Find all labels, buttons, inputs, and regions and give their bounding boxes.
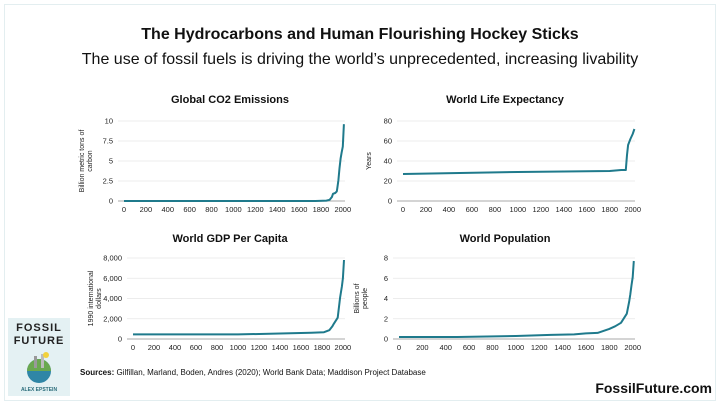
frame (4, 4, 716, 401)
y-tick-label: 6 (384, 274, 388, 283)
cover-title-2: FUTURE (13, 335, 65, 347)
globe-icon (27, 352, 51, 383)
x-tick-label: 1800 (314, 343, 331, 352)
x-tick-label: 600 (183, 205, 196, 214)
x-tick-label: 200 (148, 343, 161, 352)
y-tick-label: 60 (384, 137, 392, 146)
x-tick-label: 2000 (624, 343, 641, 352)
sources-label: Sources: (80, 368, 115, 377)
y-tick-label: 2 (384, 314, 388, 323)
y-tick-label: 6,000 (103, 274, 122, 283)
x-tick-label: 800 (205, 205, 218, 214)
y-axis-label: Billions ofpeople (354, 283, 369, 313)
book-cover: FOSSIL FUTURE ALEX EPSTEIN (8, 318, 70, 396)
x-tick-label: 1000 (225, 205, 242, 214)
y-tick-label: 7.5 (103, 137, 113, 146)
x-tick-label: 1400 (269, 205, 286, 214)
cover-title-1: FOSSIL (16, 322, 62, 334)
y-tick-label: 2.5 (103, 177, 113, 186)
x-tick-label: 1600 (578, 343, 595, 352)
x-tick-label: 400 (162, 205, 175, 214)
series-line (124, 124, 345, 202)
x-tick-label: 2000 (335, 343, 352, 352)
chart-title: World GDP Per Capita (172, 233, 288, 245)
x-tick-label: 1600 (578, 205, 595, 214)
y-tick-label: 40 (384, 157, 392, 166)
y-axis-label-line: Years (366, 152, 373, 170)
x-tick-label: 1800 (601, 205, 618, 214)
y-axis-label: 1990 internationaldollars (88, 270, 103, 326)
x-tick-label: 400 (439, 343, 452, 352)
y-tick-label: 8 (384, 254, 388, 263)
x-tick-label: 400 (443, 205, 456, 214)
y-tick-label: 0 (384, 335, 388, 344)
y-tick-label: 20 (384, 177, 392, 186)
x-tick-label: 800 (486, 343, 499, 352)
y-tick-label: 0 (388, 197, 392, 206)
x-tick-label: 400 (169, 343, 182, 352)
y-tick-label: 0 (118, 335, 122, 344)
x-tick-label: 800 (489, 205, 502, 214)
series-line (402, 128, 636, 175)
series-line (133, 259, 345, 336)
x-tick-label: 1000 (510, 205, 527, 214)
chart-title: Global CO2 Emissions (171, 94, 289, 106)
x-tick-label: 1400 (555, 205, 572, 214)
y-axis-label-line: carbon (87, 150, 94, 172)
y-tick-label: 0 (109, 197, 113, 206)
x-tick-label: 200 (420, 205, 433, 214)
y-tick-label: 5 (109, 157, 113, 166)
y-axis-label-line: Billion metric tons of (79, 130, 86, 193)
x-tick-label: 2000 (624, 205, 641, 214)
y-tick-label: 2,000 (103, 314, 122, 323)
site-link[interactable]: FossilFuture.com (595, 380, 712, 396)
x-tick-label: 1200 (251, 343, 268, 352)
y-tick-label: 10 (105, 117, 113, 126)
x-tick-label: 600 (466, 205, 479, 214)
x-tick-label: 1200 (532, 205, 549, 214)
main-title: The Hydrocarbons and Human Flourishing H… (141, 26, 579, 43)
y-axis-label-line: people (362, 288, 369, 309)
subtitle: The use of fossil fuels is driving the w… (81, 51, 639, 68)
x-tick-label: 1000 (230, 343, 247, 352)
x-tick-label: 1200 (531, 343, 548, 352)
x-tick-label: 1800 (313, 205, 330, 214)
x-tick-label: 1600 (291, 205, 308, 214)
y-axis-label-line: 1990 international (88, 270, 95, 326)
series-line (399, 260, 635, 338)
chart-title: World Life Expectancy (446, 94, 565, 106)
y-axis-label: Years (366, 152, 373, 170)
x-tick-label: 600 (190, 343, 203, 352)
x-tick-label: 200 (140, 205, 153, 214)
x-tick-label: 0 (131, 343, 135, 352)
x-tick-label: 2000 (334, 205, 351, 214)
x-tick-label: 0 (397, 343, 401, 352)
y-axis-label: Billion metric tons ofcarbon (79, 130, 94, 193)
x-tick-label: 200 (416, 343, 429, 352)
chart-title: World Population (460, 233, 551, 245)
x-tick-label: 1600 (293, 343, 310, 352)
x-tick-label: 600 (463, 343, 476, 352)
y-tick-label: 4 (384, 294, 388, 303)
x-tick-label: 1400 (554, 343, 571, 352)
x-tick-label: 1400 (272, 343, 289, 352)
cover-author: ALEX EPSTEIN (20, 387, 58, 393)
y-axis-label-line: dollars (96, 288, 103, 309)
x-tick-label: 1200 (247, 205, 264, 214)
x-tick-label: 1000 (507, 343, 524, 352)
x-tick-label: 800 (211, 343, 224, 352)
y-tick-label: 4,000 (103, 294, 122, 303)
y-tick-label: 8,000 (103, 254, 122, 263)
x-tick-label: 0 (122, 205, 126, 214)
y-axis-label-line: Billions of (354, 283, 361, 313)
sources: Sources: Gilfillan, Marland, Boden, Andr… (80, 368, 426, 377)
x-tick-label: 0 (401, 205, 405, 214)
x-tick-label: 1800 (601, 343, 618, 352)
sources-text: Gilfillan, Marland, Boden, Andres (2020)… (114, 368, 426, 377)
y-tick-label: 80 (384, 117, 392, 126)
